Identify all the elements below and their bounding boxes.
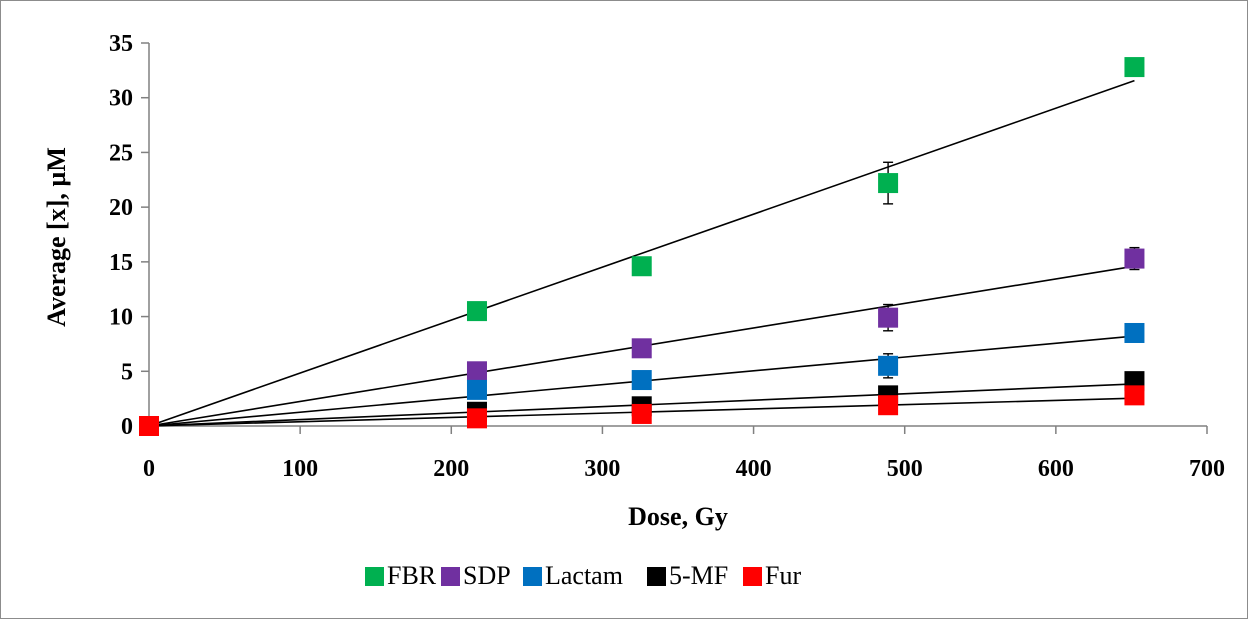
data-point-sdp: [1124, 248, 1145, 269]
data-points: [139, 57, 1145, 436]
axes: 0 100 200 300 400 500 600 700 0 5 10 15 20 25 30 35: [109, 31, 1225, 482]
legend: FBR SDP Lactam 5-MF Fur: [365, 561, 801, 590]
y-axis-title: Average [x], µM: [42, 147, 71, 327]
x-tick-label: 200: [433, 456, 469, 482]
data-point-lactam: [631, 370, 652, 391]
legend-swatch-sdp: [441, 567, 460, 586]
data-point-fur: [466, 408, 487, 429]
x-tick-label: 500: [887, 456, 923, 482]
legend-label-fur: Fur: [765, 561, 801, 590]
data-point-sdp: [466, 361, 487, 382]
legend-label-fbr: FBR: [387, 561, 437, 590]
x-tick-label: 400: [736, 456, 772, 482]
x-tick-label: 100: [282, 456, 318, 482]
x-tick-label: 0: [143, 456, 155, 482]
data-point-fur: [139, 416, 159, 436]
y-tick-label: 10: [109, 305, 133, 331]
data-point-lactam: [466, 379, 487, 400]
legend-label-sdp: SDP: [463, 561, 511, 590]
legend-swatch-fur: [743, 567, 762, 586]
y-tick-label: 25: [109, 140, 133, 166]
data-point-fbr: [466, 301, 487, 322]
legend-swatch-lactam: [523, 567, 542, 586]
y-tick-label: 5: [121, 359, 133, 385]
data-point-fur: [878, 395, 899, 416]
x-axis-title: Dose, Gy: [628, 502, 728, 531]
x-tick-label: 300: [584, 456, 620, 482]
trendline-fbr: [148, 79, 1135, 427]
legend-swatch-5-mf: [647, 567, 666, 586]
x-tick-label: 600: [1038, 456, 1074, 482]
legend-swatch-fbr: [365, 567, 384, 586]
data-point-sdp: [631, 338, 652, 359]
data-point-fbr: [878, 173, 899, 194]
data-point-lactam: [1124, 322, 1145, 343]
y-tick-label: 35: [109, 31, 133, 57]
y-tick-label: 20: [109, 195, 133, 221]
data-point-fbr: [1124, 57, 1145, 78]
legend-label-5-mf: 5-MF: [669, 561, 728, 590]
y-tick-label: 0: [121, 414, 133, 440]
data-point-fur: [631, 403, 652, 424]
legend-label-lactam: Lactam: [545, 561, 623, 590]
data-point-sdp: [878, 307, 899, 328]
data-point-fur: [1124, 385, 1145, 406]
y-tick-label: 30: [109, 86, 133, 112]
y-tick-label: 15: [109, 250, 133, 276]
data-point-fbr: [631, 256, 652, 277]
x-tick-label: 700: [1189, 456, 1225, 482]
data-point-lactam: [878, 355, 899, 376]
